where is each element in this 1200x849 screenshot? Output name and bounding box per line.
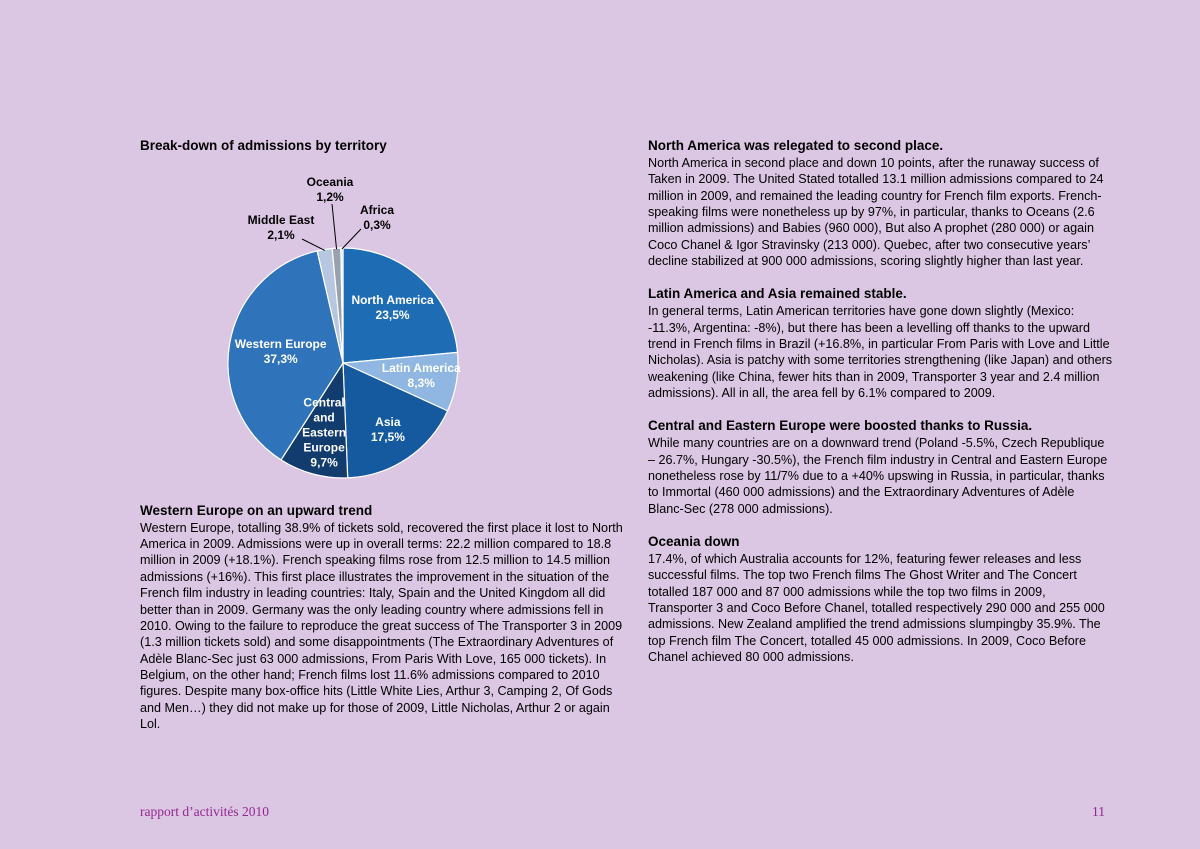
section-latin-america-asia: Latin America and Asia remained stable. … bbox=[648, 286, 1113, 401]
pie-label-africa-name: Africa bbox=[359, 202, 395, 217]
section-body-western-europe: Western Europe, totalling 38.9% of ticke… bbox=[140, 520, 623, 732]
footer-report-title: rapport d’activités 2010 bbox=[140, 804, 269, 819]
pie-label-oceania-name: Oceania bbox=[306, 174, 354, 189]
section-western-europe: Western Europe on an upward trend Wester… bbox=[140, 503, 627, 733]
pie-outside-label-middle-east: Middle East 2,1% bbox=[248, 213, 315, 242]
page-number: 11 bbox=[1092, 804, 1105, 819]
leader-line-africa bbox=[341, 228, 362, 250]
pie-chart-svg bbox=[227, 203, 459, 479]
section-heading-latin-america-asia: Latin America and Asia remained stable. bbox=[648, 286, 907, 302]
pie-label-africa-value: 0,3% bbox=[363, 217, 391, 232]
section-body-central-eastern-europe: While many countries are on a downward t… bbox=[648, 436, 1108, 516]
section-heading-oceania: Oceania down bbox=[648, 534, 740, 550]
leader-line-oceania bbox=[331, 203, 338, 250]
section-north-america: North America was relegated to second pl… bbox=[648, 138, 1113, 269]
section-body-latin-america-asia: In general terms, Latin American territo… bbox=[648, 304, 1113, 401]
section-heading-western-europe: Western Europe on an upward trend bbox=[140, 502, 373, 518]
section-heading-central-eastern-europe: Central and Eastern Europe were boosted … bbox=[648, 418, 1033, 434]
section-body-oceania: 17.4%, of which Australia accounts for 1… bbox=[648, 551, 1105, 665]
pie-slice-western-europe bbox=[227, 250, 344, 461]
pie-outside-label-africa: Africa 0,3% bbox=[360, 203, 394, 232]
pie-slice-asia bbox=[342, 361, 449, 479]
section-oceania: Oceania down 17.4%, of which Australia a… bbox=[648, 534, 1113, 665]
chart-title: Break-down of admissions by territory bbox=[140, 138, 387, 153]
section-central-eastern-europe: Central and Eastern Europe were boosted … bbox=[648, 418, 1113, 517]
leader-line-middle-east bbox=[301, 238, 326, 251]
section-heading-north-america: North America was relegated to second pl… bbox=[648, 138, 944, 153]
pie-outside-label-oceania: Oceania 1,2% bbox=[307, 175, 354, 204]
right-column: North America was relegated to second pl… bbox=[648, 138, 1113, 682]
pie-label-middle-east-name: Middle East bbox=[247, 212, 315, 227]
pie-slice-north-america bbox=[342, 247, 459, 364]
page-footer: rapport d’activités 2010 11 bbox=[140, 804, 1105, 820]
left-column: Break-down of admissions by territory No… bbox=[140, 138, 627, 749]
pie-label-middle-east-value: 2,1% bbox=[267, 227, 295, 242]
pie-chart: North America 23,5% Latin America 8,3% Asia 1… bbox=[140, 171, 480, 493]
pie-label-oceania-value: 1,2% bbox=[316, 189, 344, 204]
section-body-north-america: North America in second place and down 1… bbox=[648, 155, 1104, 269]
